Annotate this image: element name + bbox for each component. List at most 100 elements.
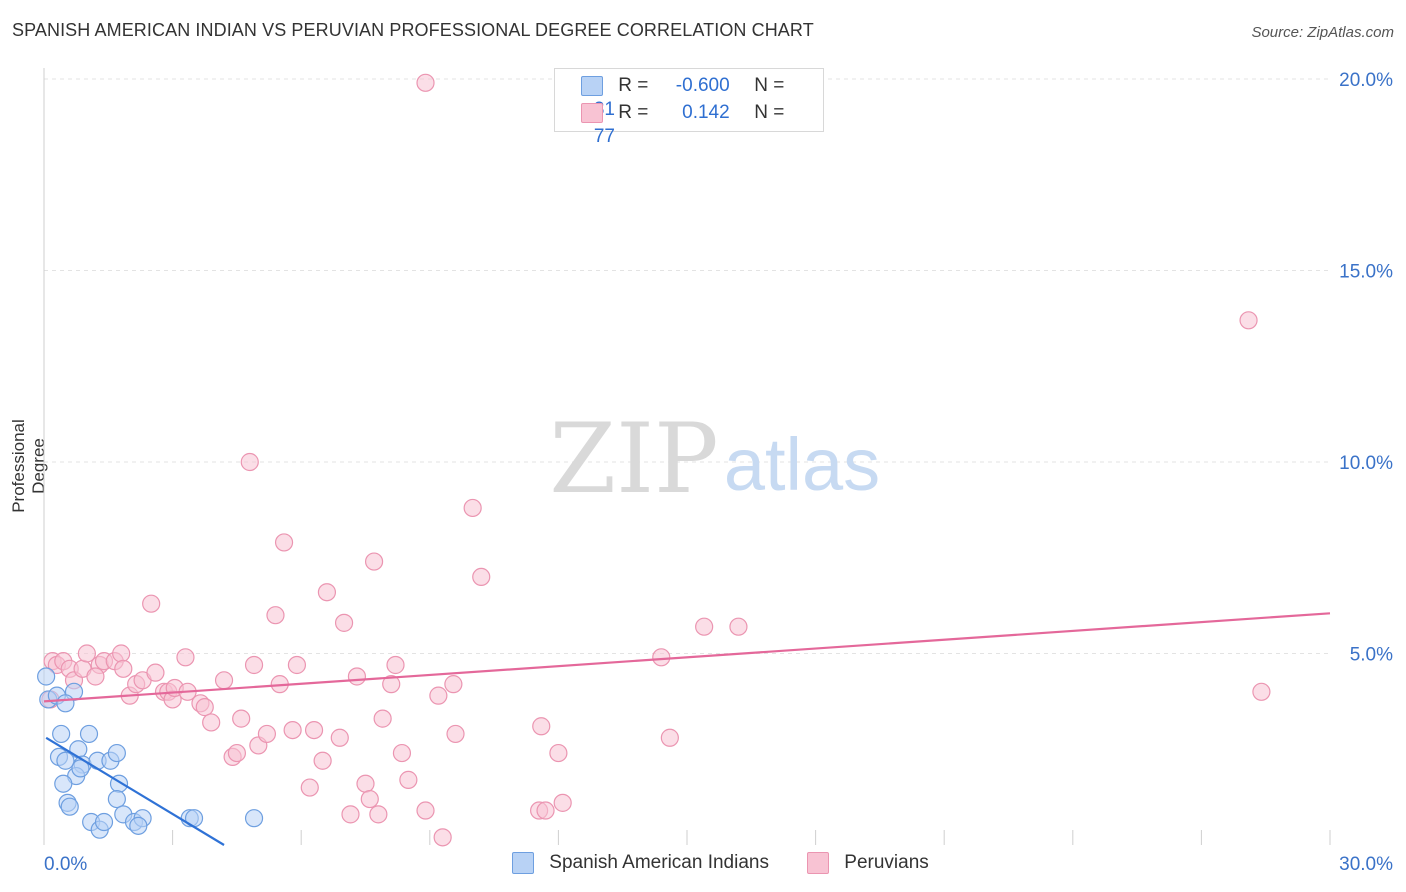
y-tick-label: 15.0%: [1339, 262, 1393, 283]
y-tick-label: 20.0%: [1339, 70, 1393, 91]
watermark: ZIP atlas: [549, 403, 880, 515]
x-tick-label: 30.0%: [1339, 854, 1393, 875]
peruvian-point: [373, 709, 392, 728]
peruvian-point: [274, 533, 294, 552]
peruvian-point: [142, 594, 161, 613]
peruvian-point: [553, 793, 572, 812]
stats-legend: R = -0.600 N = 31 R = 0.142 N = 77: [554, 68, 824, 147]
peruvian-point: [240, 452, 259, 472]
peruvian-point: [146, 663, 165, 682]
peruvian-point: [652, 648, 671, 667]
peruvian-point: [1239, 311, 1258, 330]
spanish-american-indian-point: [56, 694, 75, 713]
legend-swatch-blue: [581, 75, 603, 96]
spanish-american-indian-point: [54, 774, 73, 793]
spanish-american-indian-trend-line: [45, 736, 225, 846]
peruvian-point: [392, 743, 412, 763]
peruvian-point: [446, 724, 465, 744]
peruvian-point: [313, 751, 332, 770]
legend-row-blue: R = -0.600 N = 31: [581, 74, 823, 120]
legend-swatch-pink: [581, 102, 603, 123]
peruvian-point: [341, 805, 360, 824]
peruvian-point: [399, 770, 418, 789]
spanish-american-indian-point: [56, 751, 75, 770]
spanish-american-indian-point: [52, 724, 71, 744]
bottom-legend-swatch-pink: [807, 852, 829, 874]
trend-lines: [43, 612, 1331, 846]
spanish-american-indian-point: [129, 816, 148, 835]
peruvian-point: [382, 675, 401, 694]
peruvian-point: [472, 567, 491, 587]
peruvian-point: [287, 655, 307, 675]
chart-title: SPANISH AMERICAN INDIAN VS PERUVIAN PROF…: [12, 20, 814, 40]
peruvian-point: [416, 73, 435, 92]
peruvian-point: [347, 667, 367, 686]
spanish-american-indian-point: [60, 797, 79, 816]
peruvian-point: [1252, 682, 1271, 701]
peruvian-point: [244, 655, 264, 675]
peruvian-point: [463, 498, 482, 518]
peruvian-point: [360, 789, 379, 809]
spanish-american-indian-point: [107, 743, 126, 763]
peruvian-point: [356, 774, 375, 793]
peruvian-point: [86, 667, 105, 686]
peruvian-point: [300, 778, 319, 797]
spanish-american-indian-point: [79, 724, 99, 744]
legend-row-pink: R = 0.142 N = 77: [581, 101, 823, 147]
peruvian-point: [334, 613, 354, 632]
spanish-american-indian-point: [37, 667, 56, 686]
peruvian-point: [283, 720, 302, 740]
x-tick-label: 0.0%: [44, 854, 87, 875]
legend-n-value: 77: [593, 126, 615, 147]
legend-r-value: 0.142: [682, 102, 730, 123]
legend-r-value: -0.600: [675, 75, 730, 96]
spanish-american-indian-point: [94, 812, 114, 832]
source-label: Source: ZipAtlas.com: [1251, 24, 1394, 41]
spanish-american-indian-point: [107, 789, 126, 809]
peruvian-point: [444, 675, 463, 694]
peruvian-point: [549, 743, 568, 763]
bottom-legend-swatch-blue: [512, 852, 534, 874]
peruvian-point: [257, 724, 277, 744]
axes: [43, 68, 1331, 845]
peruvian-point: [317, 583, 337, 602]
peruvian-point: [532, 717, 551, 736]
watermark-atlas: atlas: [724, 423, 880, 506]
peruvian-point: [429, 686, 448, 705]
bottom-legend-label-pink: Peruvians: [844, 852, 929, 874]
peruvian-point: [536, 801, 555, 820]
peruvian-point: [195, 698, 214, 717]
legend-r-label: R =: [618, 75, 649, 96]
peruvian-point: [729, 617, 748, 636]
y-tick-label: 10.0%: [1339, 453, 1393, 474]
peruvian-point: [660, 728, 679, 747]
legend-n-label: N =: [754, 75, 785, 96]
watermark-zip: ZIP: [549, 403, 718, 515]
grid-lines: [44, 78, 1330, 654]
bottom-legend-pink: Peruvians: [807, 852, 929, 874]
peruvian-trend-line: [43, 612, 1331, 703]
peruvian-point: [77, 644, 96, 663]
bottom-legend-blue: Spanish American Indians: [512, 852, 769, 874]
peruvian-point: [114, 659, 133, 678]
peruvian-point: [266, 606, 285, 625]
peruvian-point: [227, 743, 246, 763]
peruvian-point: [214, 671, 234, 690]
peruvian-point: [304, 720, 324, 740]
y-tick-label: 5.0%: [1350, 645, 1393, 666]
spanish-american-indian-point: [71, 759, 90, 778]
peruvian-point: [202, 713, 221, 732]
tick-labels: 5.0% 10.0% 15.0% 20.0% 0.0% 30.0%: [44, 70, 1393, 875]
peruvian-point: [386, 655, 405, 675]
peruvian-point: [364, 552, 384, 571]
spanish-american-indian-point: [244, 809, 264, 828]
spanish-american-indian-point: [69, 740, 88, 759]
peruvian-point: [330, 728, 349, 747]
legend-n-label: N =: [754, 102, 785, 123]
peruvian-point: [369, 805, 388, 824]
peruvian-point: [695, 617, 714, 636]
peruvian-point: [112, 644, 131, 663]
peruvian-point: [416, 801, 435, 820]
peruvian-point: [433, 828, 452, 847]
